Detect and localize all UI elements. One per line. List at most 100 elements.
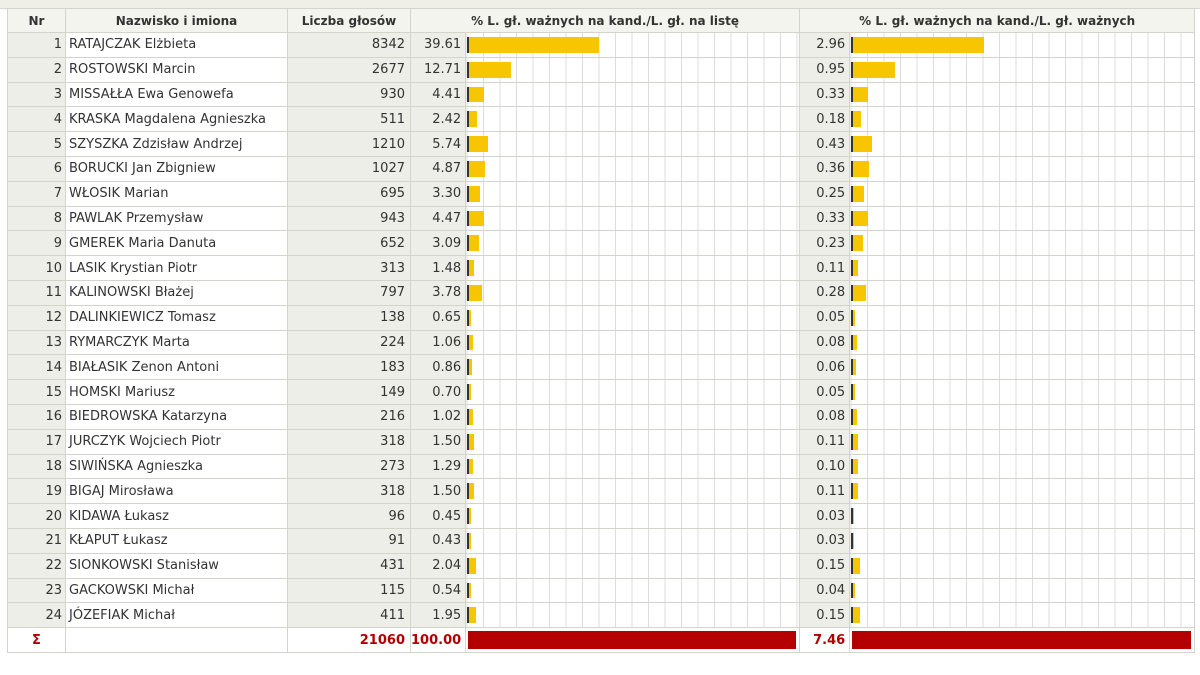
row-pct-valid: 0.10 [799,453,851,480]
table-row: 22 SIONKOWSKI Stanisław 431 2.04 0.15 [7,552,1196,579]
row-pct-valid: 0.03 [799,527,851,554]
header-pct-list[interactable]: % L. gł. ważnych na kand./L. gł. na list… [409,8,801,33]
row-bar-valid-cell [849,155,1196,182]
row-bar-valid-cell [849,552,1196,579]
row-nr: 4 [7,106,66,133]
row-bar-list-cell [465,552,801,579]
bar-list-share [469,160,486,177]
total-bar-list [468,631,797,649]
row-nr: 7 [7,180,66,207]
bar-axis [467,160,470,177]
row-pct-valid: 0.43 [799,131,851,157]
bar-axis [851,334,854,351]
bar-valid-share [853,433,859,450]
rows-body: 1 RATAJCZAK Elżbieta 8342 39.61 2.96 2 ROSTOWS… [7,32,1196,629]
row-pct-list: 12.71 [409,56,467,83]
row-bar-list-cell [465,453,801,480]
bar-valid-share [853,309,856,326]
row-name: JÓZEFIAK Michał [65,602,288,629]
bar-valid-share [853,483,859,500]
bar-valid-share [853,160,870,177]
row-nr: 21 [7,527,66,554]
row-bar-list-cell [465,428,801,455]
bar-axis [467,111,470,128]
bar-axis [851,433,854,450]
row-bar-list-cell [465,205,801,232]
bar-axis [467,210,470,227]
row-nr: 3 [7,81,66,108]
row-pct-valid: 2.96 [799,32,851,58]
row-pct-valid: 0.15 [799,552,851,579]
row-bar-list-cell [465,81,801,108]
row-name: WŁOSIK Marian [65,180,288,207]
row-bar-valid-cell [849,131,1196,157]
header-pct-valid[interactable]: % L. gł. ważnych na kand./L. gł. ważnych [799,8,1196,33]
header-nr[interactable]: Nr [7,8,66,33]
bar-list-share [469,235,480,252]
total-votes: 21060 [287,627,411,653]
bar-axis [851,160,854,177]
row-nr: 13 [7,329,66,356]
row-name: HOMSKI Mariusz [65,379,288,405]
table-row: 17 JURCZYK Wojciech Piotr 318 1.50 0.11 [7,428,1196,455]
row-pct-list: 3.09 [409,230,467,257]
row-pct-valid: 0.08 [799,403,851,430]
row-bar-list-cell [465,155,801,182]
row-votes: 8342 [287,32,411,58]
total-bar-valid [852,631,1192,649]
table-row: 24 JÓZEFIAK Michał 411 1.95 0.15 [7,602,1196,629]
row-bar-valid-cell [849,379,1196,405]
bar-axis [851,185,854,202]
row-pct-list: 0.54 [409,577,467,604]
bar-valid-share [853,359,856,376]
bar-axis [851,61,854,78]
table-row: 12 DALINKIEWICZ Tomasz 138 0.65 0.05 [7,304,1196,331]
header-votes[interactable]: Liczba głosów [287,8,411,33]
row-nr: 11 [7,279,66,306]
row-bar-valid-cell [849,106,1196,133]
bar-valid-share [853,458,858,475]
bar-axis [851,359,854,376]
row-votes: 183 [287,354,411,381]
bar-list-share [469,508,471,524]
bar-axis [467,309,470,326]
bar-valid-share [853,532,855,549]
bar-axis [851,37,854,53]
bar-axis [467,483,470,500]
row-nr: 24 [7,602,66,629]
bar-axis [851,210,854,227]
bar-axis [851,607,854,624]
table-row: 13 RYMARCZYK Marta 224 1.06 0.08 [7,329,1196,356]
bar-list-share [469,111,478,128]
row-pct-list: 1.50 [409,428,467,455]
row-pct-list: 0.43 [409,527,467,554]
row-nr: 17 [7,428,66,455]
bar-axis [467,136,470,152]
row-name: KALINOWSKI Błażej [65,279,288,306]
table-row: 11 KALINOWSKI Błażej 797 3.78 0.28 [7,279,1196,306]
row-pct-list: 1.48 [409,255,467,281]
table-row: 20 KIDAWA Łukasz 96 0.45 0.03 [7,503,1196,529]
row-bar-valid-cell [849,527,1196,554]
row-bar-valid-cell [849,503,1196,529]
total-row: Σ 21060 100.00 7.46 [7,627,1196,653]
row-nr: 15 [7,379,66,405]
row-bar-valid-cell [849,279,1196,306]
bar-list-share [469,185,480,202]
bar-axis [851,111,854,128]
bar-valid-share [853,408,857,425]
row-bar-valid-cell [849,478,1196,505]
row-bar-list-cell [465,379,801,405]
row-pct-valid: 0.95 [799,56,851,83]
bar-list-share [469,359,472,376]
row-votes: 2677 [287,56,411,83]
bar-axis [467,532,470,549]
bar-axis [851,86,854,103]
row-pct-list: 39.61 [409,32,467,58]
row-votes: 411 [287,602,411,629]
header-name[interactable]: Nazwisko i imiona [65,8,288,33]
bar-axis [467,384,470,400]
bar-list-share [469,582,471,599]
bar-list-share [469,86,484,103]
total-symbol: Σ [7,627,66,653]
